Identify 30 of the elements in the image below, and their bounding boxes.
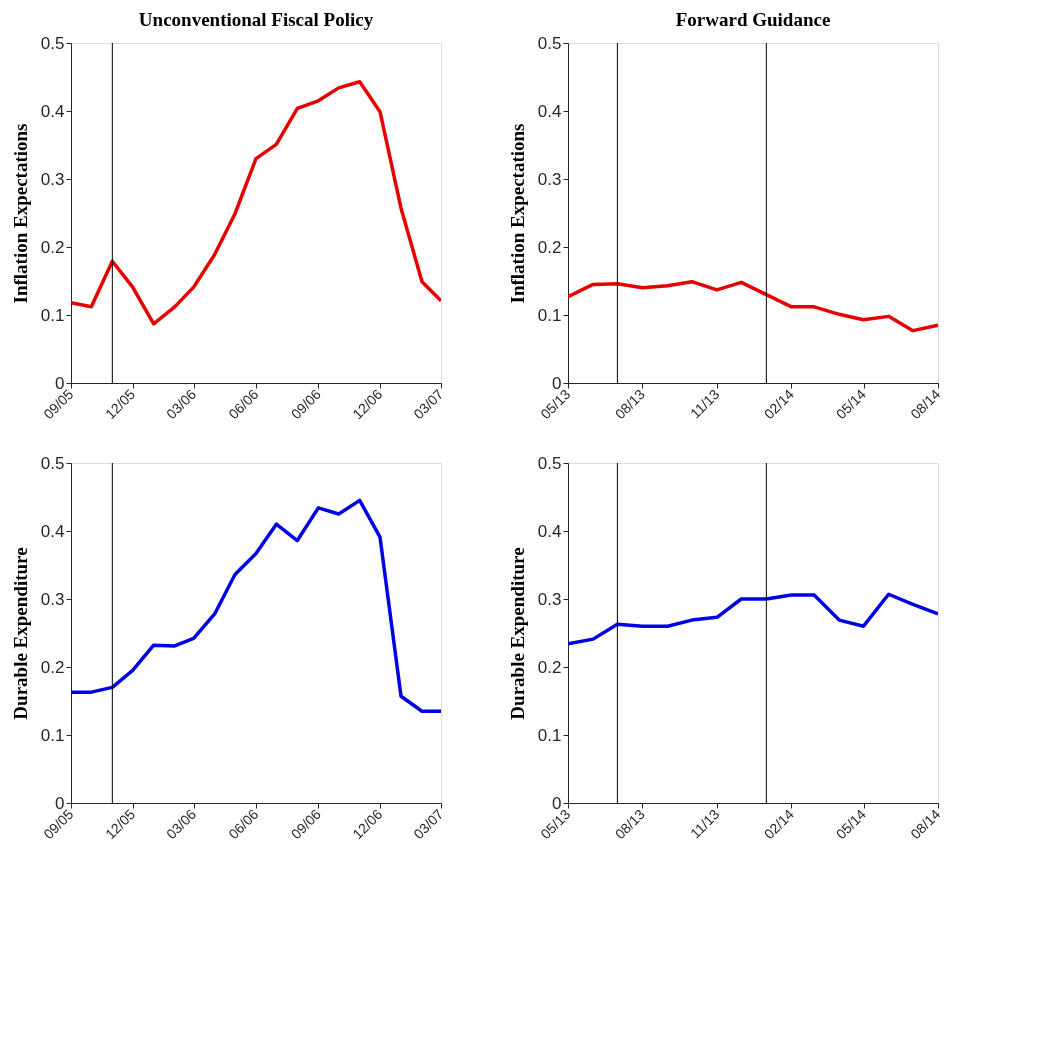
line-series: [568, 592, 938, 646]
y-tick-label: 0.2: [537, 237, 562, 257]
y-tick-label: 0.5: [537, 453, 562, 473]
y-tick-label: 0.2: [40, 237, 65, 257]
y-tick-label: 0.3: [537, 169, 562, 189]
y-tick-label: 0.3: [537, 589, 562, 609]
y-axis-title: Inflation Expectations: [506, 123, 528, 304]
line-series: [71, 498, 441, 713]
y-tick-label: 0.4: [537, 521, 562, 541]
chart-title: Unconventional Fiscal Policy: [138, 9, 374, 30]
y-tick-label: 0.4: [537, 101, 562, 121]
y-tick-label: 0.3: [40, 589, 65, 609]
line-series: [568, 279, 938, 333]
y-tick-label: 0.5: [40, 453, 65, 473]
y-tick-label: 0.1: [40, 305, 65, 325]
y-tick-label: 0.5: [537, 33, 562, 53]
y-axis-title: Inflation Expectations: [9, 123, 31, 304]
y-tick-label: 0.1: [537, 305, 562, 325]
y-tick-label: 0.4: [40, 101, 65, 121]
y-tick-label: 0.1: [537, 725, 562, 745]
y-axis-title: Durable Expenditure: [506, 547, 528, 720]
y-tick-label: 0.5: [40, 33, 65, 53]
line-series: [71, 80, 441, 326]
y-tick-label: 0.2: [537, 657, 562, 677]
y-tick-label: 0.3: [40, 169, 65, 189]
y-tick-label: 0.2: [40, 657, 65, 677]
chart-title: Forward Guidance: [675, 9, 831, 30]
y-tick-label: 0.1: [40, 725, 65, 745]
y-axis-title: Durable Expenditure: [9, 547, 31, 720]
y-tick-label: 0.4: [40, 521, 65, 541]
